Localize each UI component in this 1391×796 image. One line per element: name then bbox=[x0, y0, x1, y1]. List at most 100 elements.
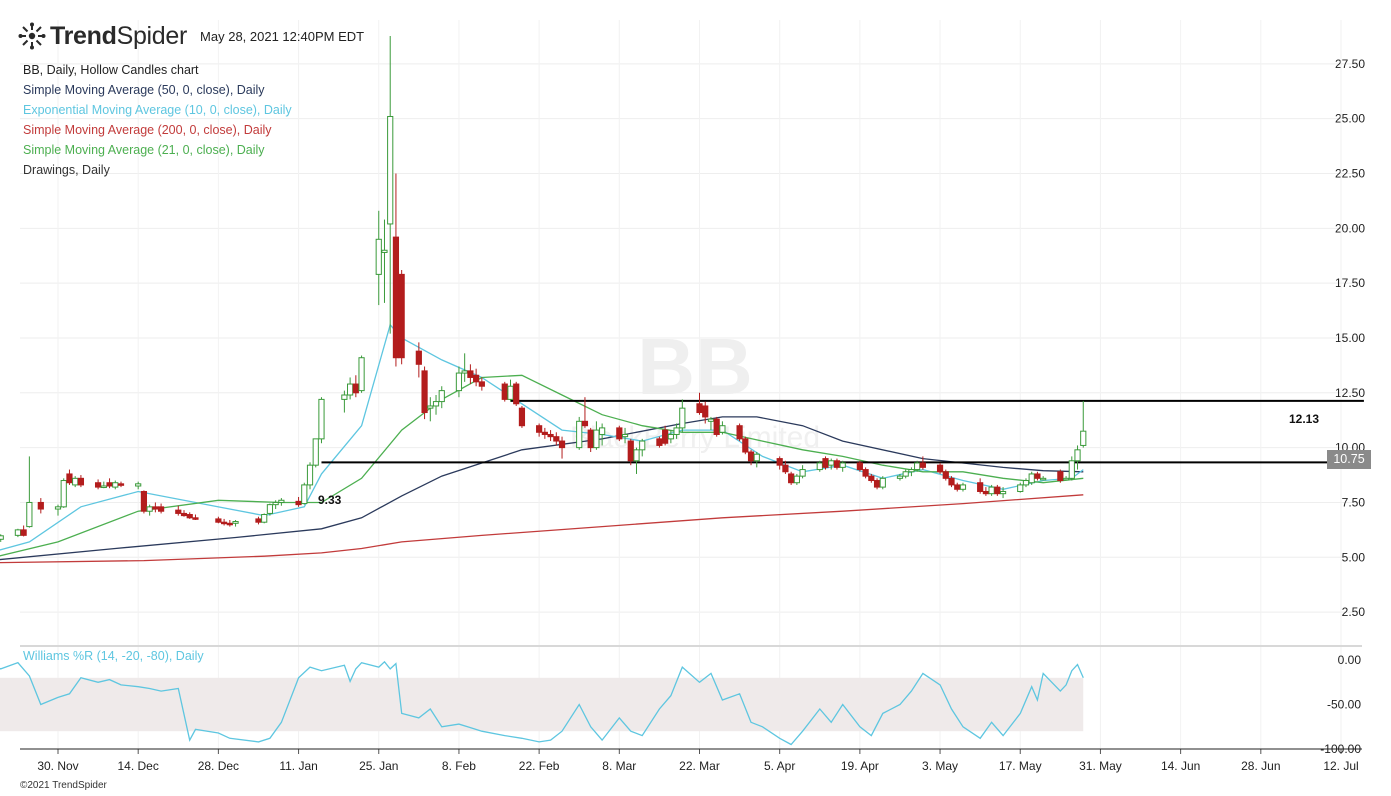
candle-body[interactable] bbox=[140, 490, 148, 512]
candle-body[interactable] bbox=[662, 429, 669, 444]
candle-body[interactable] bbox=[421, 370, 428, 414]
candle-body[interactable] bbox=[736, 425, 743, 440]
candle-body[interactable] bbox=[742, 438, 749, 453]
candle-body[interactable] bbox=[1017, 484, 1024, 492]
candle-body[interactable] bbox=[1074, 449, 1081, 462]
candle-body[interactable] bbox=[782, 464, 789, 473]
candle-body[interactable] bbox=[180, 512, 188, 517]
legend-item-ema10[interactable]: Exponential Moving Average (10, 0, close… bbox=[23, 103, 292, 117]
candle-body[interactable] bbox=[1040, 477, 1047, 481]
candle-body[interactable] bbox=[427, 405, 434, 409]
candle-body[interactable] bbox=[793, 475, 800, 484]
candle-body[interactable] bbox=[702, 405, 709, 418]
candle-body[interactable] bbox=[455, 372, 463, 392]
candle-body[interactable] bbox=[558, 440, 566, 449]
candle-body[interactable] bbox=[513, 383, 520, 405]
candle-body[interactable] bbox=[799, 469, 806, 477]
candle-body[interactable] bbox=[696, 403, 703, 414]
candle-body[interactable] bbox=[833, 460, 841, 468]
candle-body[interactable] bbox=[593, 429, 600, 449]
candle-body[interactable] bbox=[633, 449, 640, 462]
candle-body[interactable] bbox=[667, 433, 674, 440]
candle-body[interactable] bbox=[501, 383, 508, 400]
candle-body[interactable] bbox=[192, 517, 199, 520]
legend-item-drawings[interactable]: Drawings, Daily bbox=[23, 163, 110, 177]
candle-body[interactable] bbox=[707, 418, 715, 422]
candle-body[interactable] bbox=[679, 407, 686, 429]
candle-body[interactable] bbox=[387, 115, 394, 225]
candle-body[interactable] bbox=[438, 390, 445, 403]
candle-body[interactable] bbox=[352, 383, 359, 394]
candle-body[interactable] bbox=[135, 483, 142, 487]
candle-body[interactable] bbox=[713, 418, 720, 435]
candle-body[interactable] bbox=[988, 486, 995, 495]
candle-body[interactable] bbox=[398, 273, 405, 359]
candle-body[interactable] bbox=[959, 484, 967, 490]
legend-item-sma21[interactable]: Simple Moving Average (21, 0, close), Da… bbox=[23, 143, 265, 157]
candle-body[interactable] bbox=[232, 521, 239, 524]
candle-body[interactable] bbox=[954, 484, 961, 490]
candle-body[interactable] bbox=[999, 490, 1007, 495]
candle-body[interactable] bbox=[587, 429, 594, 449]
candle-body[interactable] bbox=[117, 483, 125, 486]
candle-body[interactable] bbox=[60, 480, 67, 508]
candle-body[interactable] bbox=[1062, 477, 1070, 481]
candle-body[interactable] bbox=[226, 522, 233, 526]
candle-body[interactable] bbox=[788, 473, 795, 484]
candle-body[interactable] bbox=[14, 529, 22, 536]
candle-body[interactable] bbox=[576, 420, 583, 449]
candle-body[interactable] bbox=[392, 236, 400, 359]
candle-body[interactable] bbox=[295, 500, 302, 506]
candle-body[interactable] bbox=[856, 462, 863, 471]
candle-body[interactable] bbox=[358, 357, 365, 392]
candle-body[interactable] bbox=[375, 238, 382, 275]
candle-body[interactable] bbox=[948, 477, 955, 486]
candle-body[interactable] bbox=[977, 482, 984, 492]
candle-body[interactable] bbox=[862, 469, 869, 477]
candle-body[interactable] bbox=[547, 433, 554, 438]
candle-body[interactable] bbox=[20, 529, 27, 536]
candle-body[interactable] bbox=[347, 383, 354, 396]
candle-body[interactable] bbox=[507, 385, 514, 400]
candle-body[interactable] bbox=[26, 501, 33, 528]
candle-body[interactable] bbox=[341, 394, 348, 400]
candle-body[interactable] bbox=[621, 433, 629, 438]
candle-body[interactable] bbox=[318, 398, 325, 440]
candle-body[interactable] bbox=[982, 490, 989, 495]
williams-r-label[interactable]: Williams %R (14, -20, -80), Daily bbox=[23, 649, 204, 663]
candle-body[interactable] bbox=[581, 420, 589, 427]
candle-body[interactable] bbox=[541, 431, 548, 435]
candle-body[interactable] bbox=[272, 501, 279, 506]
candle-body[interactable] bbox=[467, 370, 474, 378]
candle-body[interactable] bbox=[896, 475, 904, 479]
candle-body[interactable] bbox=[152, 506, 159, 510]
candle-body[interactable] bbox=[261, 514, 268, 523]
candle-body[interactable] bbox=[100, 485, 107, 489]
candle-body[interactable] bbox=[66, 473, 73, 484]
candle-body[interactable] bbox=[381, 249, 388, 253]
candle-body[interactable] bbox=[942, 471, 949, 479]
candle-body[interactable] bbox=[221, 521, 228, 525]
candle-body[interactable] bbox=[627, 440, 634, 462]
candle-body[interactable] bbox=[914, 462, 921, 471]
candle-body[interactable] bbox=[306, 464, 314, 486]
candle-body[interactable] bbox=[112, 482, 119, 488]
candle-body[interactable] bbox=[919, 462, 926, 468]
candle-body[interactable] bbox=[518, 407, 526, 427]
candle-body[interactable] bbox=[266, 504, 274, 514]
candle-body[interactable] bbox=[106, 482, 113, 487]
candle-body[interactable] bbox=[72, 477, 79, 486]
candle-body[interactable] bbox=[312, 438, 319, 466]
candle-body[interactable] bbox=[1057, 471, 1064, 482]
candle-body[interactable] bbox=[902, 471, 909, 477]
candle-body[interactable] bbox=[461, 370, 468, 374]
candle-body[interactable] bbox=[839, 462, 846, 468]
candle-body[interactable] bbox=[37, 501, 44, 510]
candle-body[interactable] bbox=[553, 436, 560, 442]
candle-body[interactable] bbox=[868, 475, 875, 482]
candle-body[interactable] bbox=[478, 381, 485, 387]
candle-body[interactable] bbox=[673, 427, 680, 435]
candle-body[interactable] bbox=[536, 425, 543, 433]
candle-body[interactable] bbox=[415, 350, 422, 365]
candle-body[interactable] bbox=[301, 484, 308, 505]
